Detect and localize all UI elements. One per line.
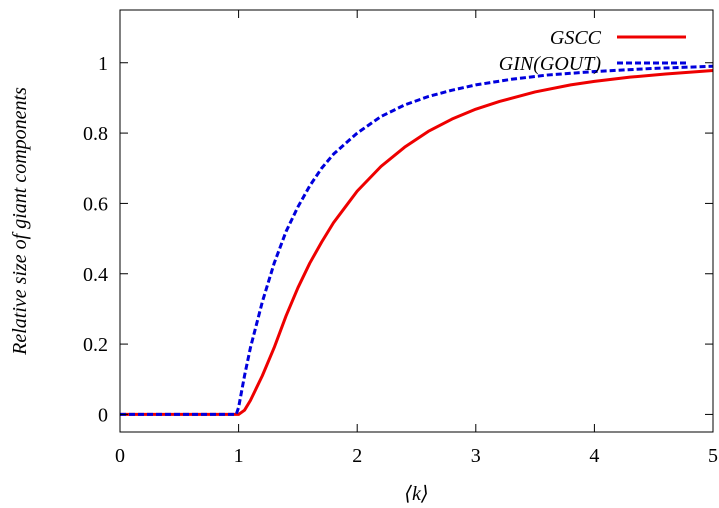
axes-layer: 0 1 2 3 4 5 0 0.2 0.4 0.6 0.8 1 [83,10,718,467]
x-tick-label: 1 [234,445,244,467]
y-tick-label: 0.8 [83,123,108,145]
x-axis-title: ⟨k⟩ [404,483,428,505]
x-tick-label: 2 [352,445,362,467]
y-tick-label: 0.6 [83,193,108,215]
legend-label-gin-gout: GIN(GOUT) [499,53,602,75]
x-tick-label: 3 [471,445,481,467]
y-tick-label: 0.2 [83,334,108,356]
plot-frame [119,9,714,433]
y-axis-title: Relative size of giant components [9,87,31,356]
series-line-gin-gout [120,64,714,416]
x-tick-label: 4 [589,445,599,467]
legend-label-gscc: GSCC [550,27,602,49]
x-tick-label: 0 [115,445,125,467]
x-tick-label: 5 [708,445,718,467]
y-tick-label: 0 [98,404,108,426]
series-line-gscc [120,68,714,416]
legend: GSCC GIN(GOUT) [499,27,686,75]
series-layer [120,64,714,416]
y-tick-label: 1 [98,53,108,75]
y-tick-label: 0.4 [83,264,108,286]
